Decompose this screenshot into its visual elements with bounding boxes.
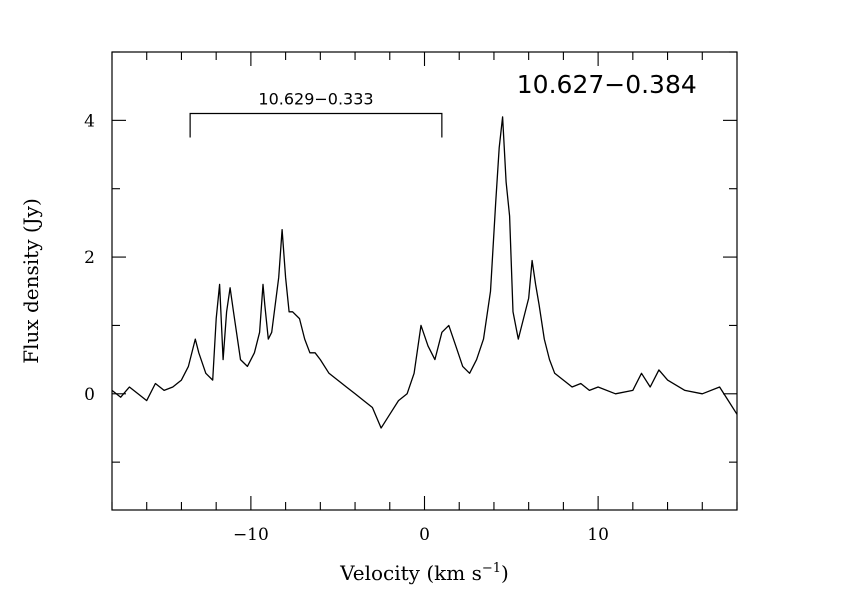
x-axis-label: Velocity (km s−1) — [339, 561, 509, 585]
y-tick-label: 0 — [84, 385, 95, 405]
x-axis-label-text: Velocity (km s — [339, 561, 482, 585]
x-tick-label: −10 — [233, 525, 269, 545]
y-tick-label: 2 — [84, 248, 95, 268]
bracket-source-label: 10.629−0.333 — [258, 90, 373, 109]
x-axis-label-close: ) — [501, 561, 509, 585]
x-tick-label: 0 — [419, 525, 430, 545]
x-axis-label-exponent: −1 — [482, 561, 501, 576]
plot-frame — [111, 51, 738, 511]
tick-labels: −10 0 10 0 2 4 — [84, 111, 609, 545]
y-tick-label: 4 — [84, 111, 95, 131]
spectrum-line — [111, 116, 738, 429]
velocity-range-bracket — [189, 112, 443, 138]
source-name-label: 10.627−0.384 — [517, 70, 697, 99]
y-axis-label: Flux density (Jy) — [19, 198, 43, 364]
x-tick-label: 10 — [587, 525, 609, 545]
axis-ticks — [111, 51, 738, 510]
